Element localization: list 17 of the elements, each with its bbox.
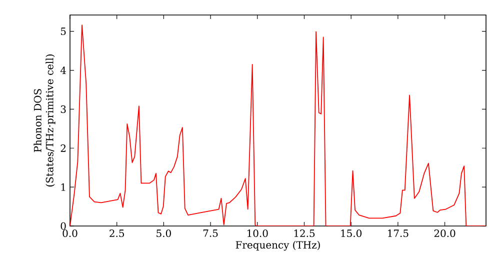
y-tick-label: 1 bbox=[61, 183, 66, 191]
x-tick-label: 10.0 bbox=[248, 230, 268, 238]
y-tick-label: 3 bbox=[60, 105, 66, 113]
y-tick-label: 0 bbox=[60, 222, 66, 230]
x-tick-label: 15.0 bbox=[341, 230, 362, 238]
x-tick-label: 2.5 bbox=[110, 230, 124, 238]
y-tick-label: 2 bbox=[60, 144, 66, 152]
x-tick-label: 7.5 bbox=[203, 230, 218, 237]
x-axis-title: Frequency (THz) bbox=[236, 240, 320, 251]
x-tick-label: 12.5 bbox=[294, 230, 315, 238]
x-tick-label: 0.0 bbox=[62, 230, 78, 238]
x-tick-label: 20.0 bbox=[434, 230, 456, 238]
y-tick-label: 5 bbox=[60, 28, 66, 36]
x-tick-label: 17.5 bbox=[388, 230, 408, 238]
x-tick-label: 5.0 bbox=[156, 230, 171, 238]
y-tick-label: 4 bbox=[60, 66, 66, 74]
y-axis-title: Phonon DOS (States/THz·primitive cell) bbox=[34, 54, 56, 186]
